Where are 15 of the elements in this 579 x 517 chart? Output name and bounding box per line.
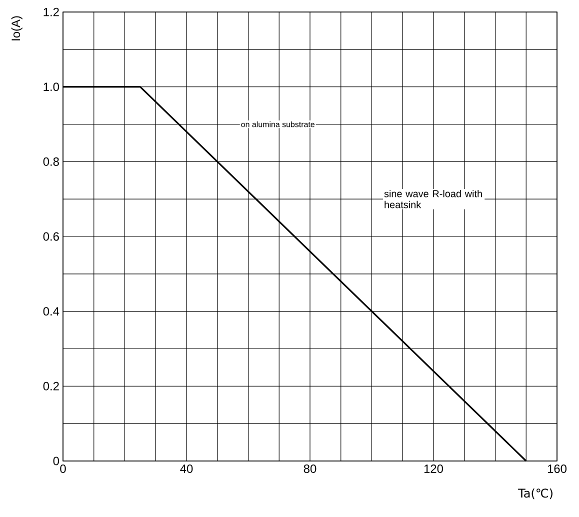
y-tick-label: 1.0 <box>44 82 60 92</box>
y-tick-label: 0 <box>53 456 60 466</box>
x-tick-label: 160 <box>548 464 567 473</box>
x-tick-label: 120 <box>424 464 444 473</box>
y-axis-title: Io(A) <box>11 16 22 40</box>
x-axis-title: Ta(℃) <box>518 488 552 500</box>
y-tick-label: 0.6 <box>43 232 59 241</box>
annotation: sine wave R-load with heatsink <box>384 190 482 208</box>
y-tick-label: 0.8 <box>43 157 59 166</box>
y-tick-label: 0.2 <box>43 382 59 390</box>
x-tick-label: 80 <box>304 464 316 473</box>
x-tick-label: 0 <box>60 464 66 473</box>
y-tick-label: 0.4 <box>43 307 60 316</box>
y-tick-label: 1.2 <box>44 8 59 16</box>
x-tick-label: 40 <box>180 464 193 473</box>
